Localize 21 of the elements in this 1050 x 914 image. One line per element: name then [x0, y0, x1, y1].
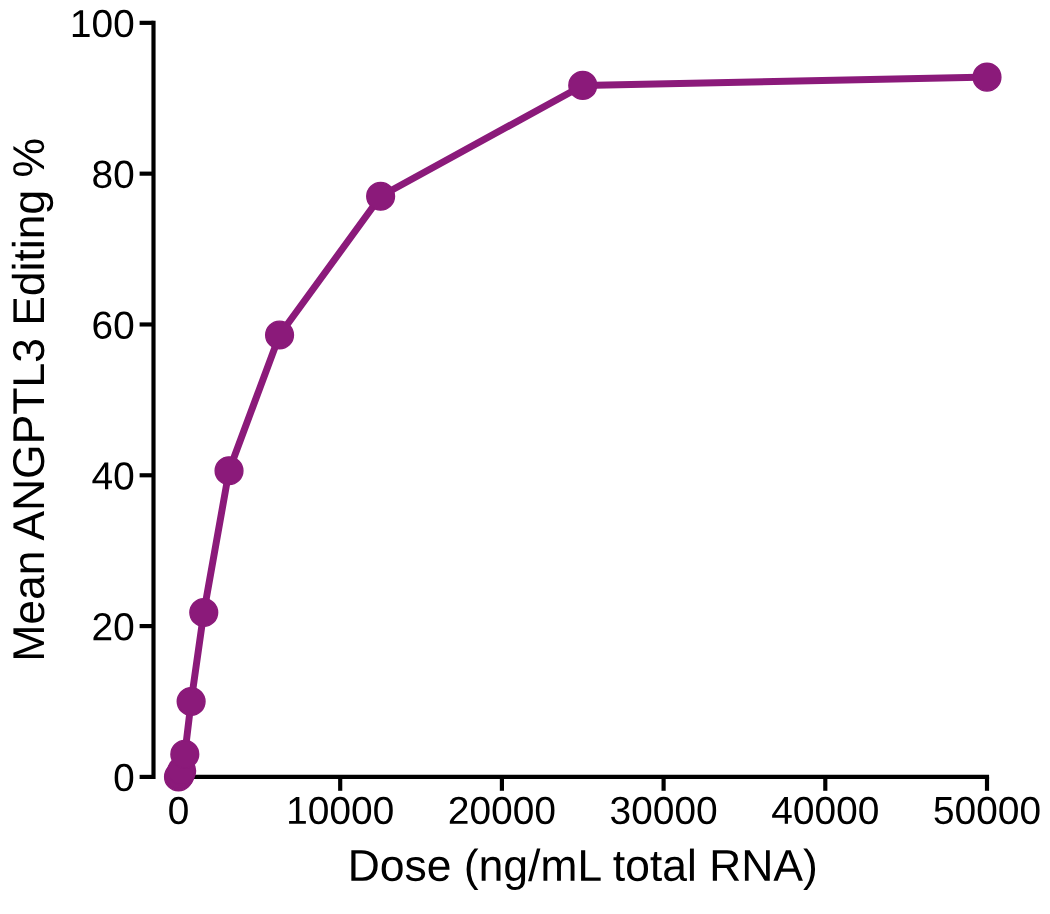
x-axis-title: Dose (ng/mL total RNA) — [351, 848, 816, 890]
y-tick-label: 0 — [114, 763, 134, 792]
x-tick-label: 50000 — [934, 796, 1040, 825]
point — [972, 62, 1002, 92]
y-tick-label: 60 — [93, 311, 134, 339]
point — [214, 456, 244, 486]
y-axis-title: Mean ANGPTL3 Editing % — [11, 139, 54, 659]
x-tick-label: 10000 — [289, 796, 393, 825]
x-tick-label: 20000 — [449, 796, 555, 825]
y-tick-label: 80 — [93, 160, 134, 189]
y-tick-label: 100 — [72, 9, 134, 38]
point — [176, 686, 206, 717]
point — [366, 181, 396, 211]
x-tick-label: 0 — [169, 796, 188, 825]
x-tick-label: 40000 — [772, 796, 878, 825]
y-tick-label: 40 — [92, 462, 134, 490]
point — [189, 597, 219, 628]
y-tick-label: 20 — [93, 613, 134, 641]
point — [264, 320, 295, 350]
x-tick-label: 30000 — [611, 796, 717, 825]
point — [568, 70, 598, 101]
